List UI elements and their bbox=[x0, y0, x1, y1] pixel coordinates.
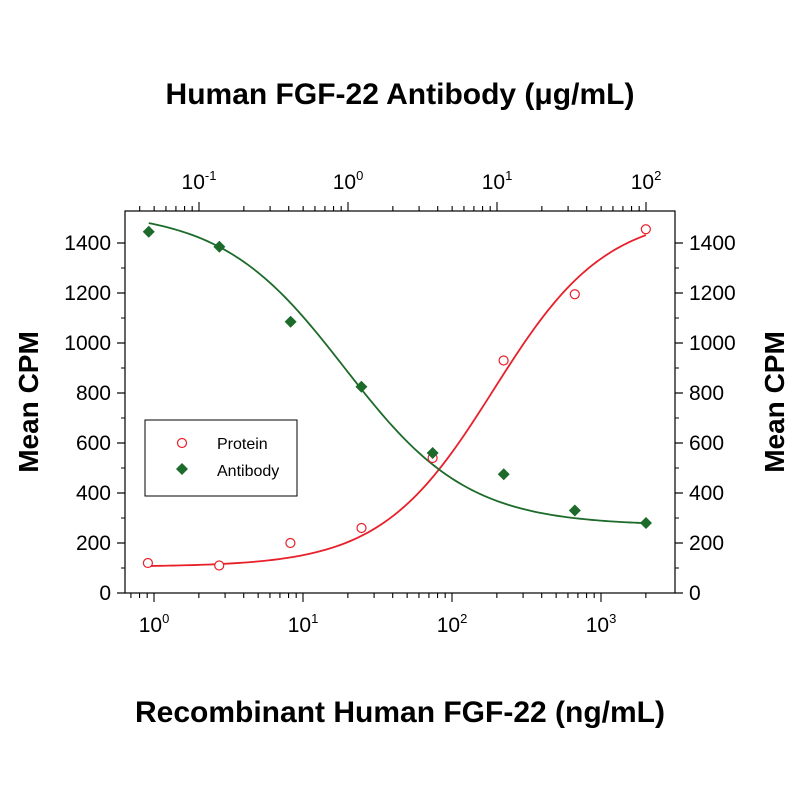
legend-antibody-marker bbox=[176, 463, 188, 475]
antibody-point bbox=[426, 447, 439, 459]
y-tick-label-left: 1000 bbox=[64, 332, 111, 355]
bottom-axis-title: Recombinant Human FGF-22 (ng/mL) bbox=[135, 696, 665, 729]
x-bottom-tick-label: 101 bbox=[288, 611, 319, 637]
legend-antibody-label: Antibody bbox=[217, 463, 279, 480]
y-tick-label-left: 1400 bbox=[64, 232, 111, 255]
protein-point bbox=[640, 224, 651, 235]
x-bottom-tick-label: 100 bbox=[139, 611, 170, 637]
y-tick-label-right: 200 bbox=[689, 532, 724, 555]
protein-point bbox=[498, 355, 509, 366]
top-axis-title: Human FGF-22 Antibody (μg/mL) bbox=[166, 78, 635, 111]
antibody-point bbox=[213, 240, 226, 253]
x-top-tick-label: 102 bbox=[631, 168, 662, 194]
y-tick-label-left: 400 bbox=[76, 482, 111, 505]
protein-point bbox=[142, 557, 153, 569]
protein-fit-curve bbox=[147, 234, 647, 567]
x-top-tick-label: 100 bbox=[333, 168, 364, 194]
y-tick-label-right: 800 bbox=[689, 382, 724, 405]
fit-curves bbox=[147, 222, 647, 567]
antibody-point bbox=[284, 315, 297, 328]
x-top-tick-label: 10-1 bbox=[182, 168, 217, 194]
protein-point bbox=[356, 522, 367, 534]
y-tick-label-left: 1200 bbox=[64, 282, 111, 305]
antibody-fit-curve bbox=[148, 222, 647, 525]
legend-protein-marker bbox=[176, 437, 188, 449]
y-tick-label-right: 1200 bbox=[689, 282, 736, 305]
data-points bbox=[142, 224, 652, 571]
y-tick-label-left: 0 bbox=[99, 582, 111, 605]
right-axis-title: Mean CPM bbox=[759, 331, 790, 473]
y-tick-label-left: 200 bbox=[76, 532, 111, 555]
y-tick-label-left: 600 bbox=[76, 432, 111, 455]
antibody-point bbox=[640, 517, 652, 529]
y-tick-label-right: 0 bbox=[689, 582, 701, 605]
antibody-point bbox=[497, 468, 510, 481]
protein-point bbox=[285, 537, 296, 549]
y-tick-label-right: 600 bbox=[689, 432, 724, 455]
y-tick-label-right: 1400 bbox=[689, 232, 736, 255]
y-tick-label-right: 1000 bbox=[689, 332, 736, 355]
protein-point bbox=[214, 560, 225, 571]
antibody-point bbox=[355, 380, 368, 393]
legend-protein-label: Protein bbox=[217, 436, 268, 453]
plot-frame bbox=[124, 210, 676, 594]
protein-point bbox=[569, 289, 580, 300]
legend-box bbox=[144, 419, 298, 497]
x-top-tick-label: 101 bbox=[482, 168, 513, 194]
axes-layer: 0 0 200 200 400 400 600 600 800 800 1000 1000 1200 12… bbox=[64, 168, 735, 637]
y-tick-label-left: 800 bbox=[76, 382, 111, 405]
left-axis-title: Mean CPM bbox=[13, 331, 44, 473]
x-bottom-tick-label: 102 bbox=[437, 611, 468, 637]
x-bottom-tick-label: 103 bbox=[586, 611, 617, 637]
legend: Protein Antibody bbox=[144, 419, 298, 497]
antibody-point bbox=[142, 225, 155, 238]
antibody-point bbox=[568, 504, 581, 517]
y-tick-label-right: 400 bbox=[689, 482, 724, 505]
